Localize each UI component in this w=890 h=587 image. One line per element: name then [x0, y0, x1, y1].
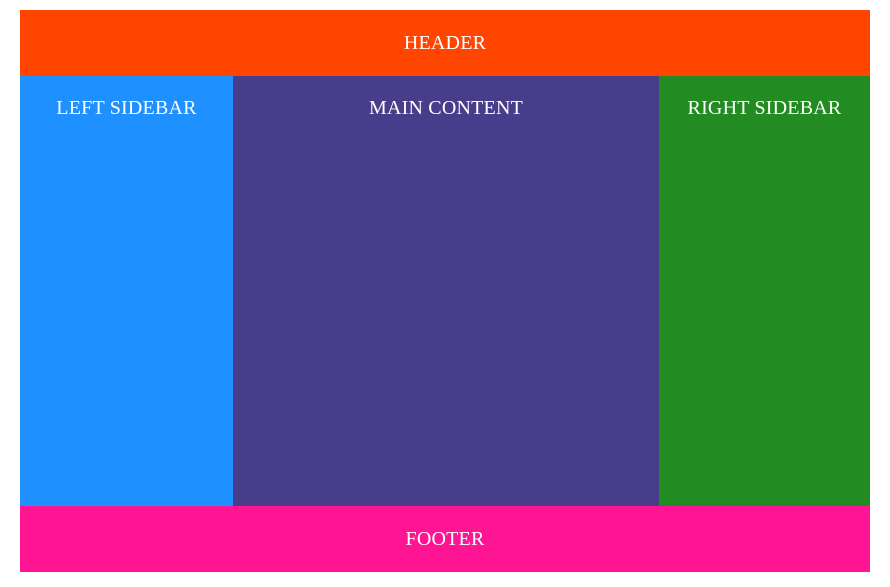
right-sidebar: RIGHT SIDEBAR — [659, 76, 870, 506]
header-title: HEADER — [403, 32, 487, 54]
left-sidebar-title: LEFT SIDEBAR — [56, 97, 197, 119]
middle-row: LEFT SIDEBAR MAIN CONTENT RIGHT SIDEBAR — [20, 76, 870, 506]
left-sidebar: LEFT SIDEBAR — [20, 76, 233, 506]
footer: FOOTER — [20, 506, 870, 572]
header: HEADER — [20, 10, 870, 76]
main-content: MAIN CONTENT — [233, 76, 659, 506]
right-sidebar-title: RIGHT SIDEBAR — [687, 97, 842, 119]
page-layout: HEADER LEFT SIDEBAR MAIN CONTENT RIGHT S… — [20, 10, 870, 572]
main-content-title: MAIN CONTENT — [368, 97, 524, 119]
footer-title: FOOTER — [405, 528, 485, 550]
